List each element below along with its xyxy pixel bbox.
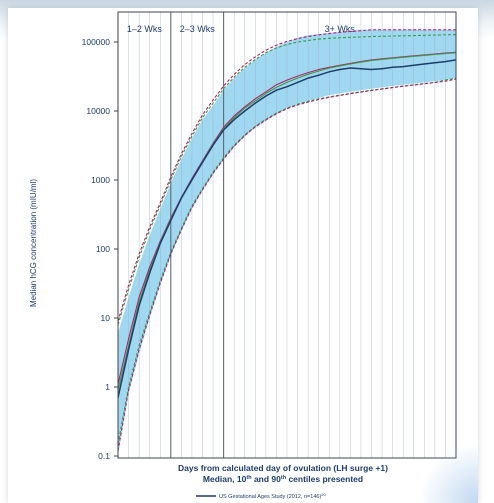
hcg-chart: 1–2 Wks 2–3 Wks 3+ Wks 0.1 1 10 100 1000 10000 1… — [8, 8, 478, 503]
x-axis-label: Days from calculated day of ovulation (L… — [178, 463, 388, 473]
subtitle-fragment: and — [252, 474, 272, 484]
y-tick-label: 100 — [96, 244, 110, 254]
y-tick-label: 100000 — [82, 37, 111, 47]
period-label: 2–3 Wks — [180, 24, 216, 34]
period-label: 3+ Wks — [325, 24, 356, 34]
centile-line — [117, 78, 457, 451]
y-tick-label: 0.1 — [98, 451, 110, 461]
y-tick-label: 10000 — [86, 106, 110, 116]
subtitle-superscript: th — [281, 475, 287, 481]
y-tick-label: 1000 — [91, 175, 110, 185]
corner-glow — [418, 443, 478, 503]
period-label: 1–2 Wks — [127, 24, 163, 34]
y-tick-label: 1 — [105, 382, 110, 392]
centile-line — [117, 34, 457, 325]
legend: US Gestational Ages Study (2012, n=146)2… — [196, 492, 327, 501]
period-dividers: 1–2 Wks 2–3 Wks 3+ Wks — [127, 12, 356, 458]
chart-subtitle: Median, 10th and 90th centiles presented — [203, 474, 363, 484]
y-axis-label: Median hCG concentration (mIU/ml) — [29, 179, 38, 307]
chart-panel: 1–2 Wks 2–3 Wks 3+ Wks 0.1 1 10 100 1000 10000 1… — [8, 8, 478, 503]
series-layer — [117, 29, 457, 451]
legend-entry: US Gestational Ages Study (2012, n=146)2… — [219, 492, 327, 501]
y-tick-label: 10 — [101, 313, 111, 323]
legend-reference: 20 — [321, 492, 326, 497]
series-line-us-study — [117, 59, 457, 398]
y-tick-labels: 0.1 1 10 100 1000 10000 100000 — [82, 37, 111, 461]
subtitle-fragment: 90 — [271, 474, 281, 484]
centile-line — [117, 29, 456, 322]
centile-line — [117, 77, 457, 444]
subtitle-fragment: 10 — [237, 474, 247, 484]
legend-label: US Gestational Ages Study (2012, n=146) — [219, 494, 321, 500]
axes — [114, 11, 457, 459]
plot-frame — [117, 11, 457, 459]
subtitle-superscript: th — [246, 475, 252, 481]
subtitle-fragment: Median, — [203, 474, 237, 484]
subtitle-fragment: centiles presented — [286, 474, 363, 484]
